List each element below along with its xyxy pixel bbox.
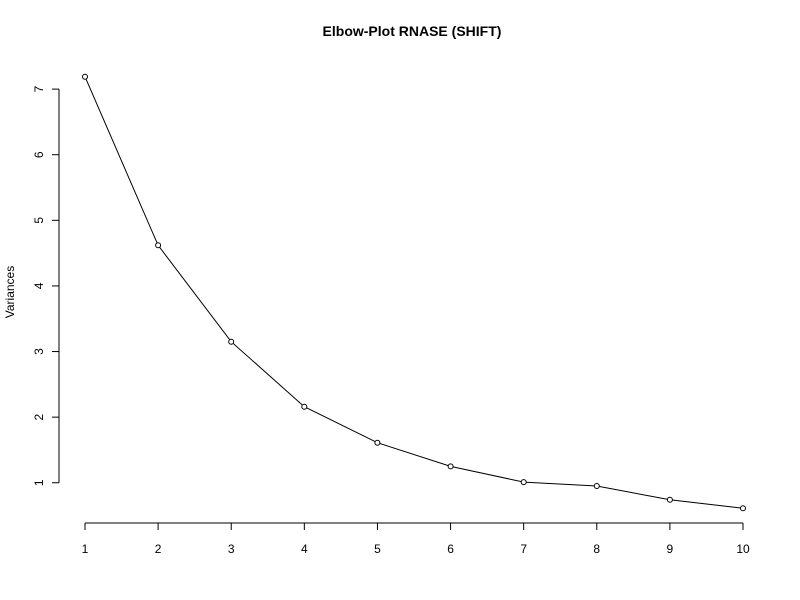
x-axis: 1 2 3 4 5 6 7 8 9 10 bbox=[82, 522, 750, 556]
y-tick-label: 5 bbox=[32, 217, 46, 224]
data-point bbox=[593, 483, 600, 489]
x-tick-label: 8 bbox=[593, 542, 600, 556]
data-point bbox=[666, 496, 673, 503]
y-tick-label: 4 bbox=[32, 282, 46, 289]
data-point bbox=[155, 242, 162, 249]
y-tick-label: 2 bbox=[32, 413, 46, 420]
data-point bbox=[374, 439, 381, 446]
y-axis-title: Variances bbox=[3, 266, 17, 318]
x-tick-label: 3 bbox=[228, 542, 235, 556]
chart-title: Elbow-Plot RNASE (SHIFT) bbox=[323, 23, 502, 39]
x-tick-label: 7 bbox=[520, 542, 527, 556]
x-tick-label: 10 bbox=[736, 542, 750, 556]
x-tick-label: 9 bbox=[667, 542, 674, 556]
x-tick-label: 4 bbox=[301, 542, 308, 556]
series-line bbox=[84, 76, 744, 509]
data-point bbox=[301, 403, 308, 410]
y-tick-label: 6 bbox=[32, 151, 46, 158]
data-point bbox=[447, 463, 454, 470]
y-tick-label: 1 bbox=[32, 479, 46, 486]
y-tick-label: 3 bbox=[32, 348, 46, 355]
y-tick-label: 7 bbox=[32, 85, 46, 92]
x-tick-label: 5 bbox=[374, 542, 381, 556]
x-tick-label: 6 bbox=[447, 542, 454, 556]
data-point bbox=[520, 479, 527, 486]
x-tick-label: 1 bbox=[82, 542, 89, 556]
x-tick-label: 2 bbox=[155, 542, 162, 556]
y-axis: 1 2 3 4 5 6 7 bbox=[32, 85, 60, 486]
data-point bbox=[740, 505, 746, 512]
data-point bbox=[228, 338, 235, 345]
plot-area bbox=[82, 73, 746, 512]
data-point bbox=[82, 73, 88, 80]
